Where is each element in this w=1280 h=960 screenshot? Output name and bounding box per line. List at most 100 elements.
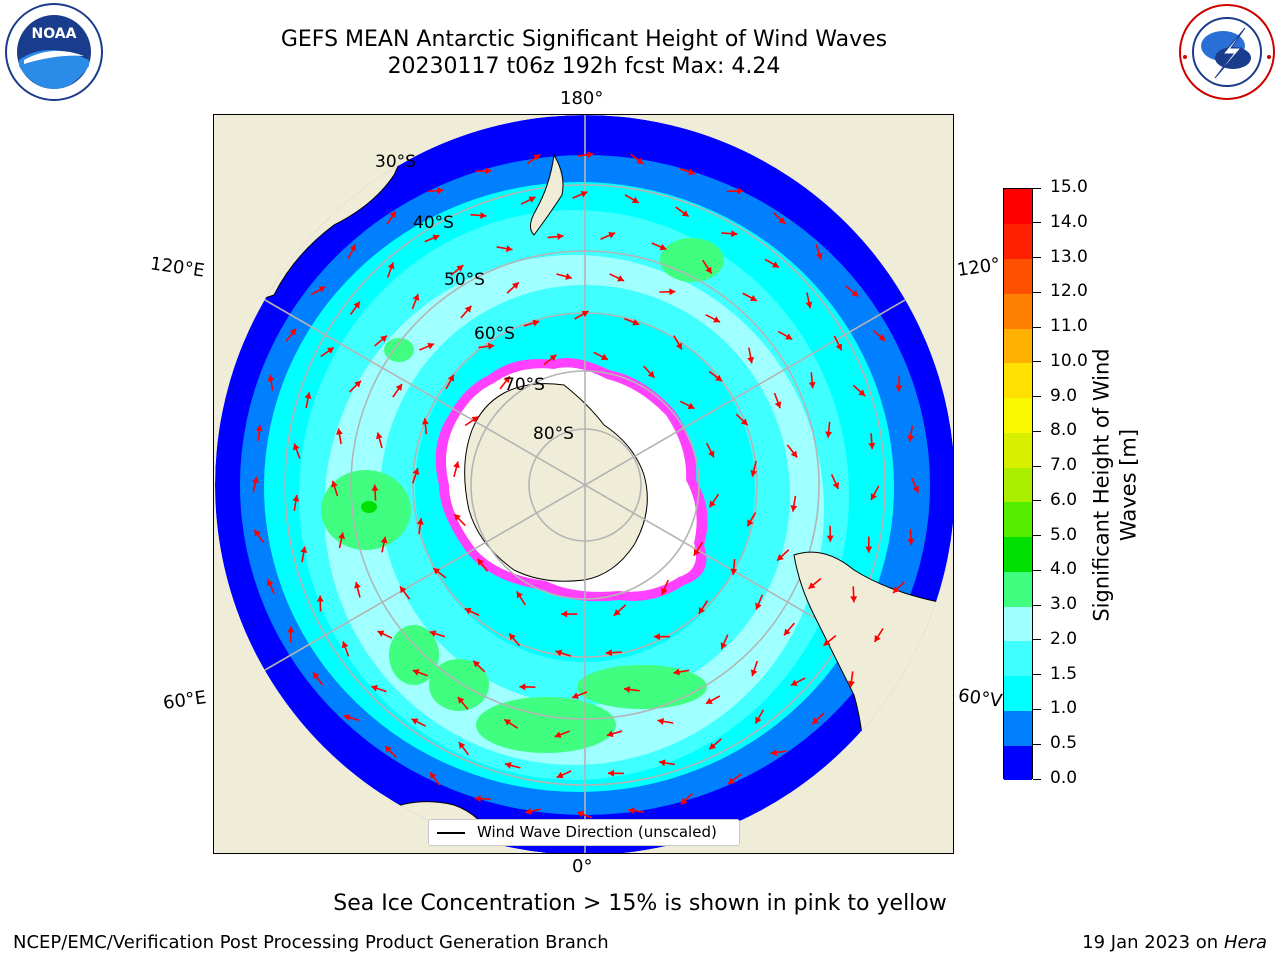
wind-wave-arrowhead — [740, 418, 748, 426]
wind-wave-arrowhead — [487, 342, 495, 350]
wind-wave-arrowhead — [747, 519, 754, 527]
wind-wave-arrowhead — [850, 596, 858, 603]
wind-wave-arrowhead — [747, 356, 755, 364]
wind-wave-arrowhead — [808, 381, 816, 389]
wind-wave-arrowhead — [464, 607, 472, 615]
wind-wave-arrowhead — [412, 293, 420, 301]
wind-wave-arrowhead — [790, 679, 798, 686]
wind-wave-arrowhead — [427, 342, 435, 350]
wind-wave-arrowhead — [661, 587, 668, 595]
wind-wave-arrowhead — [606, 730, 614, 738]
wind-wave-arrowhead — [371, 484, 379, 491]
colorbar-segment — [1004, 745, 1032, 781]
chart-subtitle: 20230117 t06z 192h fcst Max: 4.24 — [387, 54, 781, 79]
sea-ice-note: Sea Ice Concentration > 15% is shown in … — [333, 891, 947, 916]
wind-wave-direction-arrows — [252, 151, 920, 819]
wind-wave-arrowhead — [528, 196, 536, 203]
wind-wave-arrowhead — [429, 630, 437, 637]
wind-wave-arrowhead — [505, 245, 513, 253]
colorbar-segment — [1004, 293, 1032, 329]
colorbar-segment — [1004, 397, 1032, 433]
wind-wave-arrowhead — [316, 595, 324, 602]
colorbar-title: Significant Height of Wind Waves [m] — [1089, 325, 1144, 645]
wind-wave-arrowhead — [755, 602, 762, 610]
colorbar-tick — [1033, 500, 1041, 502]
colorbar-segment — [1004, 362, 1032, 399]
wind-wave-arrowhead — [454, 514, 461, 521]
lat-label-40s: 40°S — [413, 213, 454, 233]
wind-wave-arrowhead — [377, 630, 385, 637]
wind-wave-arrowhead — [870, 493, 877, 501]
wind-wave-arrowhead — [728, 777, 735, 785]
wind-wave-arrowhead — [687, 402, 695, 409]
wind-wave-arrowhead — [331, 480, 338, 488]
colorbar-tick — [1033, 187, 1041, 189]
lon-label-60e: 60°E — [161, 687, 208, 714]
wind-wave-arrowhead — [777, 553, 784, 561]
wind-wave-arrowhead — [571, 692, 579, 699]
colorbar-tick-label: 1.5 — [1050, 663, 1078, 684]
wind-wave-arrowhead — [577, 811, 584, 818]
wind-wave-arrowhead — [292, 495, 300, 502]
colorbar-tick — [1033, 465, 1041, 467]
wind-wave-arrowhead — [252, 476, 259, 484]
colorbar-title-line2: Waves [m] — [1117, 428, 1141, 542]
wind-wave-arrowhead — [504, 719, 512, 726]
wind-wave-arrowhead — [705, 266, 712, 274]
wind-wave-arrowhead — [287, 626, 295, 633]
wind-wave-arrowhead — [715, 374, 723, 382]
wind-wave-arrowhead — [433, 568, 441, 575]
colorbar-tick-label: 10.0 — [1050, 350, 1088, 371]
wind-wave-arrowhead — [267, 579, 274, 587]
wind-wave-arrowhead — [812, 717, 819, 725]
wind-wave-arrowhead — [371, 685, 379, 692]
wind-wave-arrowhead — [680, 797, 688, 805]
colorbar-tick-label: 15.0 — [1050, 177, 1088, 197]
wind-wave-arrowhead — [688, 168, 695, 176]
wind-wave-arrowhead — [549, 354, 557, 362]
wind-wave-arrowhead — [832, 482, 839, 489]
wind-wave-arrowhead — [375, 432, 383, 440]
graticule — [215, 115, 953, 853]
wind-wave-arrowhead — [858, 389, 866, 397]
wind-wave-arrowhead — [607, 769, 615, 777]
nws-logo — [1179, 4, 1275, 100]
wind-wave-arrowhead — [771, 261, 779, 268]
wind-wave-arrowhead — [586, 151, 594, 159]
wind-wave-arrowhead — [851, 290, 859, 297]
colorbar-tick-label: 0.0 — [1050, 768, 1078, 788]
wind-wave-arrowhead — [778, 217, 786, 224]
wind-wave-arrowhead — [709, 742, 717, 750]
wind-wave-arrowhead — [349, 244, 356, 252]
wind-wave-arrowhead — [893, 586, 900, 594]
colorbar-tick — [1033, 257, 1041, 259]
wind-wave-arrowhead — [750, 469, 758, 477]
wind-wave-arrowhead — [385, 746, 392, 753]
wind-wave-arrowhead — [815, 252, 823, 260]
wind-wave-arrowhead — [636, 157, 644, 164]
wind-wave-arrowhead — [457, 696, 465, 704]
wind-wave-arrowhead — [412, 669, 420, 676]
lon-label-180: 180° — [560, 88, 604, 109]
footer-credit: NCEP/EMC/Verification Post Processing Pr… — [13, 932, 609, 953]
wind-wave-arrowhead — [456, 265, 464, 272]
colorbar-tick — [1033, 569, 1041, 571]
footer-date: 19 Jan 2023 on Hera — [1082, 932, 1267, 953]
colorbar-segment — [1004, 432, 1032, 468]
wind-wave-arrowhead — [613, 609, 621, 616]
wind-wave-arrowhead — [503, 376, 510, 384]
lon-label-60w: 60°V — [956, 685, 1004, 712]
wind-wave-arrowhead — [387, 262, 395, 270]
wind-wave-arrowhead — [557, 233, 564, 241]
svg-text:NOAA: NOAA — [32, 26, 77, 42]
wind-wave-arrowhead — [673, 668, 680, 676]
wind-wave-arrowhead — [432, 234, 440, 242]
wind-wave-arrowhead — [354, 581, 361, 589]
wind-wave-arrowhead — [318, 286, 326, 293]
wind-wave-arrowhead — [464, 305, 472, 313]
wave-height-map — [214, 115, 953, 853]
noaa-logo: NOAA — [5, 3, 103, 101]
wind-wave-arrowhead — [631, 196, 639, 203]
colorbar-tick-label: 12.0 — [1050, 281, 1088, 302]
colorbar-segment — [1004, 258, 1032, 294]
